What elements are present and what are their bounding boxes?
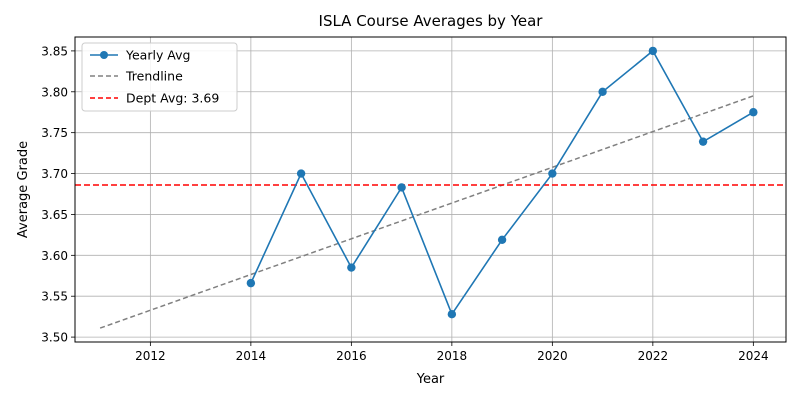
x-tick-label: 2020 xyxy=(537,349,568,363)
y-tick-label: 3.70 xyxy=(41,167,68,181)
yearly-avg-point xyxy=(447,309,457,319)
y-tick-label: 3.65 xyxy=(41,208,68,222)
y-tick-label: 3.75 xyxy=(41,126,68,140)
x-tick-label: 2024 xyxy=(738,349,769,363)
yearly-avg-point xyxy=(548,169,557,178)
legend-box xyxy=(81,42,238,112)
x-tick-label: 2016 xyxy=(336,349,367,363)
legend-marker-yearly-avg xyxy=(100,51,108,59)
yearly-avg-point xyxy=(648,46,658,56)
chart-title: ISLA Course Averages by Year xyxy=(319,12,544,30)
legend-label-trendline: Trendline xyxy=(125,69,183,84)
x-tick-label: 2012 xyxy=(135,349,166,363)
x-axis-label: Year xyxy=(416,372,445,387)
y-tick-label: 3.80 xyxy=(41,85,68,99)
yearly-avg-point xyxy=(296,169,306,178)
yearly-avg-point xyxy=(246,278,256,288)
y-tick-label: 3.55 xyxy=(41,290,68,304)
y-tick-label: 3.85 xyxy=(41,44,68,58)
yearly-avg-point xyxy=(397,183,406,192)
ticks: 2012 2014 2016 2018 2020 2022 2024 3.50 3.55 3.60… xyxy=(41,44,768,363)
plot-frame xyxy=(74,36,787,343)
trendline xyxy=(99,95,754,329)
legend-label-yearly-avg: Yearly Avg xyxy=(125,48,190,63)
y-tick-label: 3.50 xyxy=(41,331,68,345)
yearly-avg-point xyxy=(497,235,507,244)
series-layer xyxy=(75,46,786,329)
grid xyxy=(75,37,786,342)
y-tick-label: 3.60 xyxy=(41,249,68,263)
x-tick-label: 2022 xyxy=(638,349,669,363)
legend-label-dept-avg: Dept Avg: 3.69 xyxy=(126,91,219,106)
legend: Yearly Avg Trendline Dept Avg: 3.69 xyxy=(81,42,238,112)
x-tick-label: 2014 xyxy=(236,349,267,363)
yearly-avg-point xyxy=(698,137,708,146)
x-tick-label: 2018 xyxy=(437,349,468,363)
yearly-avg-point xyxy=(598,87,607,96)
yearly-avg-point xyxy=(347,263,356,272)
y-axis-label: Average Grade xyxy=(16,141,31,238)
yearly-avg-point xyxy=(749,108,758,117)
